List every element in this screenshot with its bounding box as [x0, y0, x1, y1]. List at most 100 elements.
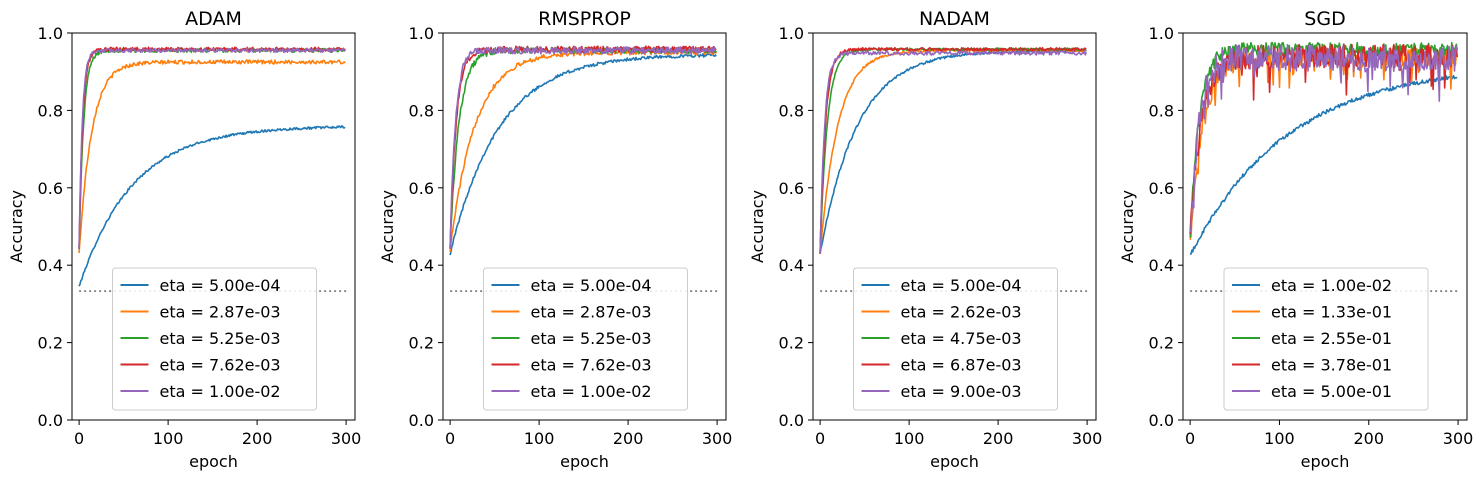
chart-panel-rmsprop: RMSPROP 0.0 0.2 0.4 0.6 0.8 1.0 0 100 200 300 epoch… — [378, 8, 732, 471]
series-line — [1189, 43, 1458, 233]
x-tick-label: 300 — [702, 429, 733, 448]
chart-panel-adam: ADAM 0.0 0.2 0.4 0.6 0.8 1.0 0 100 200 300 epoch Acc… — [7, 8, 361, 471]
series-line — [78, 47, 346, 250]
axes-frame — [442, 32, 727, 421]
y-tick-label: 0.2 — [409, 334, 434, 353]
series-line — [1189, 43, 1458, 235]
legend-label: eta = 2.87e-03 — [531, 303, 652, 322]
legend-label: eta = 5.00e-04 — [160, 276, 281, 295]
x-tick-label: 100 — [1264, 429, 1295, 448]
legend-label: eta = 2.87e-03 — [160, 303, 281, 322]
x-axis-label: epoch — [189, 452, 238, 471]
x-tick-label: 300 — [1072, 429, 1103, 448]
legend-label: eta = 7.62e-03 — [531, 356, 652, 375]
legend-label: eta = 5.00e-04 — [531, 276, 652, 295]
x-axis-label: epoch — [930, 452, 979, 471]
y-tick-label: 0.2 — [1149, 334, 1174, 353]
y-tick-label: 1.0 — [409, 24, 434, 43]
y-tick-label: 0.6 — [779, 179, 804, 198]
series-line — [78, 59, 346, 254]
series-line — [819, 46, 1087, 254]
legend-label: eta = 1.33e-01 — [1271, 303, 1392, 322]
legend-box — [112, 267, 317, 411]
y-tick-label: 1.0 — [38, 24, 63, 43]
axes-frame — [812, 32, 1097, 421]
legend-label: eta = 3.78e-01 — [1271, 356, 1392, 375]
y-tick-label: 0.8 — [1149, 101, 1174, 120]
x-tick-label: 200 — [242, 429, 273, 448]
x-tick-label: 200 — [613, 429, 644, 448]
legend-label: eta = 4.75e-03 — [901, 329, 1022, 348]
series-line — [78, 47, 346, 250]
axes-frame — [71, 32, 356, 421]
legend-label: eta = 5.25e-03 — [160, 329, 281, 348]
legend-label: eta = 1.00e-02 — [1271, 276, 1392, 295]
legend-box — [1223, 267, 1429, 411]
y-tick-label: 0.8 — [409, 101, 434, 120]
legend-label: eta = 1.00e-02 — [531, 382, 652, 401]
x-tick-label: 0 — [445, 429, 455, 448]
y-tick-label: 0.0 — [38, 411, 63, 430]
chart-title: NADAM — [919, 8, 990, 30]
x-tick-label: 100 — [524, 429, 555, 448]
chart-panel-sgd: SGD 0.0 0.2 0.4 0.6 0.8 1.0 0 100 200 300 epoch Accu… — [1118, 8, 1473, 471]
x-tick-label: 0 — [815, 429, 825, 448]
chart-panel-nadam: NADAM 0.0 0.2 0.4 0.6 0.8 1.0 0 100 200 300 epoch Ac… — [748, 8, 1102, 471]
legend-label: eta = 5.00e-01 — [1271, 382, 1392, 401]
series-line — [449, 46, 717, 249]
series-line — [449, 53, 717, 256]
y-tick-label: 0.0 — [779, 411, 804, 430]
y-tick-label: 1.0 — [779, 24, 804, 43]
x-tick-label: 0 — [1185, 429, 1195, 448]
y-tick-label: 0.4 — [779, 256, 804, 275]
chart-title: ADAM — [185, 8, 242, 30]
series-line — [819, 48, 1087, 254]
legend-label: eta = 2.62e-03 — [901, 303, 1022, 322]
y-tick-label: 0.6 — [1149, 179, 1174, 198]
series-line — [449, 46, 717, 249]
series-line — [819, 48, 1087, 254]
legend-label: eta = 7.62e-03 — [160, 356, 281, 375]
legend-label: eta = 9.00e-03 — [901, 382, 1022, 401]
y-axis-label: Accuracy — [7, 190, 26, 263]
series-line — [78, 46, 346, 250]
legend-label: eta = 6.87e-03 — [901, 356, 1022, 375]
y-tick-label: 0.2 — [779, 334, 804, 353]
y-tick-label: 0.8 — [779, 101, 804, 120]
legend: eta = 1.00e-02 eta = 1.33e-01 eta = 2.55e-… — [1223, 267, 1429, 411]
y-tick-label: 0.8 — [38, 101, 63, 120]
x-tick-label: 0 — [74, 429, 84, 448]
x-axis-label: epoch — [560, 452, 609, 471]
x-tick-label: 100 — [153, 429, 184, 448]
legend: eta = 5.00e-04 eta = 2.87e-03 eta = 5.25e-… — [483, 267, 688, 411]
y-tick-label: 0.0 — [1149, 411, 1174, 430]
y-tick-label: 0.6 — [38, 179, 63, 198]
series-line — [78, 125, 346, 287]
y-tick-label: 1.0 — [1149, 24, 1174, 43]
x-tick-label: 100 — [894, 429, 925, 448]
y-tick-label: 0.0 — [409, 411, 434, 430]
series-line — [1189, 75, 1458, 256]
legend: eta = 5.00e-04 eta = 2.87e-03 eta = 5.25e-… — [112, 267, 317, 411]
legend-label: eta = 1.00e-02 — [160, 382, 281, 401]
y-tick-label: 0.2 — [38, 334, 63, 353]
x-tick-label: 200 — [983, 429, 1014, 448]
y-axis-label: Accuracy — [378, 190, 397, 263]
legend-box — [853, 267, 1058, 411]
y-axis-label: Accuracy — [748, 190, 767, 263]
chart-title: RMSPROP — [538, 8, 631, 30]
y-tick-label: 0.6 — [409, 179, 434, 198]
y-tick-label: 0.4 — [38, 256, 63, 275]
series-line — [1189, 47, 1458, 241]
series-line — [819, 47, 1087, 254]
series-line — [449, 45, 717, 249]
axes-frame — [1182, 32, 1468, 421]
x-tick-label: 300 — [1443, 429, 1474, 448]
legend: eta = 5.00e-04 eta = 2.62e-03 eta = 4.75e-… — [853, 267, 1058, 411]
x-tick-label: 200 — [1353, 429, 1384, 448]
legend-label: eta = 5.25e-03 — [531, 329, 652, 348]
x-axis-label: epoch — [1301, 452, 1350, 471]
chart-title: SGD — [1304, 8, 1345, 30]
y-tick-label: 0.4 — [1149, 256, 1174, 275]
